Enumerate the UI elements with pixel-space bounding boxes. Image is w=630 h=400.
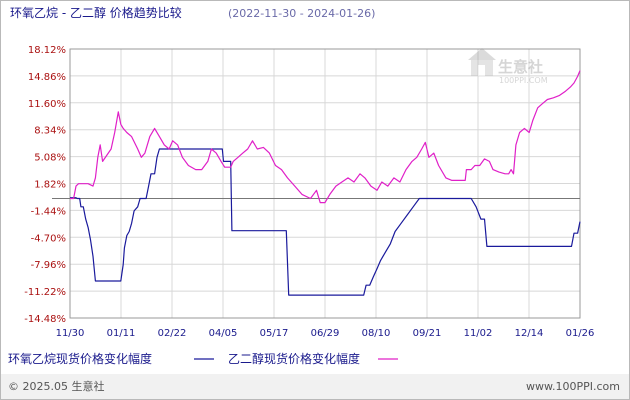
series-line-eo [70,148,581,296]
legend-label-meg: 乙二醇现货价格变化幅度 [228,351,360,366]
legend-label-eo: 环氧乙烷现货价格变化幅度 [8,351,152,366]
x-tick-label: 06/29 [311,328,340,339]
y-tick-label: 18.12% [28,45,66,56]
x-tick-label: 11/30 [56,328,85,339]
watermark-brand: 生意社 [498,58,543,76]
x-tick-label: 09/21 [413,328,442,339]
y-tick-label: -11.22% [24,287,66,298]
y-tick-label: -7.96% [31,260,66,271]
legend: 环氧乙烷现货价格变化幅度 乙二醇现货价格变化幅度 [8,351,398,366]
series-line-meg [70,70,581,204]
x-tick-label: 04/05 [209,328,238,339]
y-tick-label: 14.86% [28,72,66,83]
watermark: 生意社 100PPI.COM [468,48,548,85]
series-layer [70,70,581,296]
plot-frame [69,48,581,319]
y-tick-label: 5.08% [34,153,66,164]
y-tick-label: -1.44% [31,206,66,217]
x-tick-label: 01/11 [107,328,136,339]
x-tick-label: 01/26 [566,328,595,339]
grid-layer [69,48,581,319]
x-tick-label: 12/14 [515,328,544,339]
y-tick-label: 8.34% [34,126,66,137]
footer-copyright: © 2025.05 生意社 [8,379,104,393]
y-tick-label: -4.70% [31,233,66,244]
x-axis-ticks: 11/30 01/11 02/22 04/05 05/17 06/29 08/10 09/21… [56,328,595,339]
y-tick-label: 11.60% [28,99,66,110]
footer-site-url: www.100PPI.com [526,380,620,393]
footer-band [1,374,629,399]
x-tick-label: 11/02 [464,328,493,339]
x-tick-label: 08/10 [362,328,391,339]
x-tick-label: 05/17 [260,328,289,339]
y-tick-label: 1.82% [34,180,66,191]
y-axis-ticks: 18.12% 14.86% 11.60% 8.34% 5.08% 1.82% -1.44% -… [24,45,66,325]
chart-title: 环氧乙烷 - 乙二醇 价格趋势比较 [10,5,182,20]
x-tick-label: 02/22 [158,328,187,339]
watermark-logo-icon [468,48,496,76]
chart-date-range: (2022-11-30 - 2024-01-26) [228,7,375,20]
y-tick-label: -14.48% [24,314,66,325]
watermark-url: 100PPI.COM [499,76,548,85]
